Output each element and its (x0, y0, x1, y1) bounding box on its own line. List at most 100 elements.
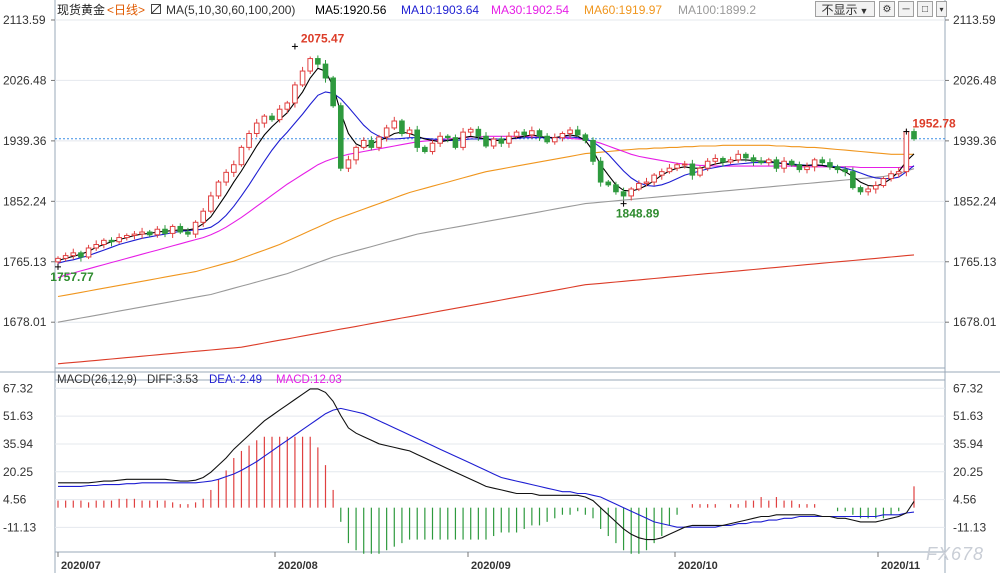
candle-body (613, 184, 619, 193)
candle-body (337, 105, 344, 169)
candle-body (689, 163, 696, 176)
candle-body (750, 157, 757, 162)
candle-body (322, 63, 329, 79)
candle-body (452, 137, 459, 148)
macd-tick-label-right: 20.25 (953, 465, 983, 479)
candle-body (574, 129, 581, 136)
candle-body (429, 142, 436, 153)
extreme-label: 1757.77 (50, 270, 94, 284)
candle-body (888, 173, 894, 180)
chart-settings-icon[interactable]: ⚙ (879, 1, 895, 17)
minimize-icon[interactable]: ─ (898, 1, 914, 17)
macd-dea-line (58, 407, 915, 528)
candle-body (636, 182, 642, 190)
candle-body (123, 234, 130, 239)
extreme-label: 1952.78 (912, 117, 956, 131)
candle-body (78, 252, 84, 258)
candle-body (192, 221, 199, 235)
ma-settings-label: MA(5,10,30,60,100,200) (166, 3, 296, 17)
candle-body (185, 231, 191, 235)
candle-body (414, 129, 421, 148)
ma-line-ma10 (57, 91, 915, 264)
candle-body (880, 178, 887, 187)
maximize-icon[interactable]: □ (917, 1, 933, 17)
watermark-logo: FX678 (925, 544, 984, 564)
candle-body (406, 129, 413, 134)
candle-body (590, 139, 596, 162)
candle-body (834, 166, 841, 171)
date-label: 2020/08 (278, 560, 318, 572)
price-tick-label-right: 1852.24 (953, 194, 997, 208)
candle-body (704, 160, 711, 169)
candle-body (735, 153, 742, 161)
price-tick-label-left: 1852.24 (3, 194, 47, 208)
hide-indicator-button[interactable]: 不显示 ▼ (815, 1, 875, 17)
candle-body (811, 159, 818, 168)
candle-body (238, 146, 245, 166)
candle-body (444, 135, 451, 139)
close-icon[interactable]: ▾ (936, 1, 947, 17)
period-selector[interactable]: <日线> (107, 3, 146, 17)
candle-body (208, 195, 214, 212)
candle-body (804, 166, 810, 171)
candle-body (223, 171, 229, 183)
candle-body (299, 70, 306, 86)
candle-body (116, 237, 122, 243)
candle-body (177, 225, 184, 233)
macd-tick-label-left: 51.63 (3, 409, 33, 423)
macd-tick-label-left: 35.94 (3, 437, 33, 451)
ma60-value: MA60:1919.97 (584, 3, 663, 17)
date-label: 2020/11 (881, 560, 920, 572)
price-tick-label-left: 1678.01 (3, 315, 47, 329)
candle-body (360, 139, 367, 148)
ma-line-ma60 (57, 144, 914, 298)
candle-body (559, 132, 566, 139)
candle-body (544, 135, 550, 143)
instrument-title: 现货黄金 (57, 3, 106, 17)
candle-body (467, 128, 474, 133)
candle-body (842, 169, 849, 173)
candle-body (666, 167, 673, 173)
candle-body (139, 231, 145, 235)
macd-dea-value: DEA:-2.49 (209, 374, 263, 386)
candle-body (498, 138, 505, 144)
ma5-value: MA5:1920.56 (315, 3, 387, 17)
candle-body (781, 160, 787, 169)
ma10-value: MA10:1903.64 (401, 3, 480, 17)
candle-body (506, 135, 512, 144)
ma-line-ma100 (57, 168, 915, 323)
macd-hist-value: MACD:12.03 (276, 374, 342, 386)
candle-body (827, 162, 833, 168)
candle-body (796, 164, 803, 171)
candle-body (475, 128, 482, 137)
price-tick-label-left: 2113.59 (3, 13, 46, 27)
candle-body (200, 210, 207, 223)
candle-body (108, 239, 115, 243)
candle-body (62, 255, 69, 259)
candle-body (483, 135, 489, 147)
candle-body (521, 131, 528, 136)
candle-body (651, 174, 657, 183)
candle-body (292, 84, 298, 104)
candle-body (567, 129, 573, 134)
candle-body (765, 159, 772, 164)
macd-tick-label-right: 4.56 (953, 493, 977, 507)
candle-body (307, 58, 314, 72)
candle-body (865, 188, 871, 193)
candle-body (819, 159, 826, 164)
candle-body (330, 77, 336, 107)
price-tick-label-left: 1939.36 (3, 134, 47, 148)
candle-body (460, 131, 466, 148)
candle-body (643, 181, 650, 184)
candle-body (850, 171, 856, 189)
candle-body (895, 171, 902, 175)
price-tick-label-left: 2026.48 (3, 73, 47, 87)
candle-body (620, 191, 627, 197)
candle-body (872, 185, 879, 190)
candle-body (758, 160, 764, 164)
candle-body (154, 228, 161, 236)
ma-toggle-icon[interactable] (151, 4, 161, 14)
extreme-label: 2075.47 (301, 31, 345, 45)
candle-body (146, 231, 153, 236)
